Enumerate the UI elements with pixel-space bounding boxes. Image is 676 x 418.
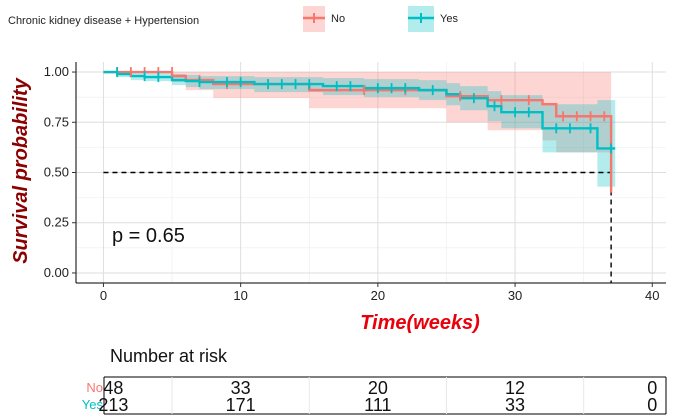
risk-value-no: 48 — [103, 378, 123, 398]
risk-table-title: Number at risk — [110, 346, 228, 366]
risk-value-yes: 111 — [364, 395, 391, 415]
risk-value-yes: 213 — [98, 395, 128, 415]
risk-row-label-no: No — [86, 380, 103, 395]
y-tick-label: 0.50 — [44, 165, 69, 180]
x-axis-label: Time(weeks) — [360, 312, 480, 334]
risk-value-no: 12 — [505, 378, 525, 398]
y-tick-label: 0.00 — [44, 265, 69, 280]
risk-value-yes: 171 — [226, 395, 256, 415]
x-tick-label: 40 — [645, 288, 659, 303]
risk-value-yes: 33 — [505, 395, 525, 415]
y-tick-label: 1.00 — [44, 64, 69, 79]
legend-label-no: No — [331, 13, 345, 25]
x-tick-label: 20 — [371, 288, 385, 303]
risk-value-no: 20 — [368, 378, 388, 398]
risk-value-yes: 0 — [647, 395, 657, 415]
x-tick-label: 30 — [508, 288, 522, 303]
legend: Chronic kidney disease + Hypertension No… — [8, 6, 458, 32]
risk-value-no: 33 — [231, 378, 251, 398]
y-axis-label: Survival probability — [10, 77, 32, 263]
censor-marks — [116, 67, 613, 154]
legend-label-yes: Yes — [440, 13, 458, 25]
x-tick-label: 10 — [233, 288, 247, 303]
axes — [72, 62, 666, 287]
x-tick-label: 0 — [100, 288, 107, 303]
risk-row-label-yes: Yes — [82, 397, 104, 412]
legend-title: Chronic kidney disease + Hypertension — [8, 15, 199, 27]
plot-panel — [76, 62, 666, 283]
risk-value-no: 0 — [647, 378, 657, 398]
legend-key-no — [303, 6, 325, 32]
legend-key-yes — [408, 6, 434, 32]
x-tick-labels: 0 10 20 30 40 — [100, 288, 660, 303]
p-value-annotation: p = 0.65 — [112, 225, 185, 247]
y-tick-label: 0.75 — [44, 114, 69, 129]
y-tick-labels: 0.00 0.25 0.50 0.75 1.00 — [44, 64, 69, 280]
ci-band-no — [103, 72, 612, 193]
y-tick-label: 0.25 — [44, 215, 69, 230]
